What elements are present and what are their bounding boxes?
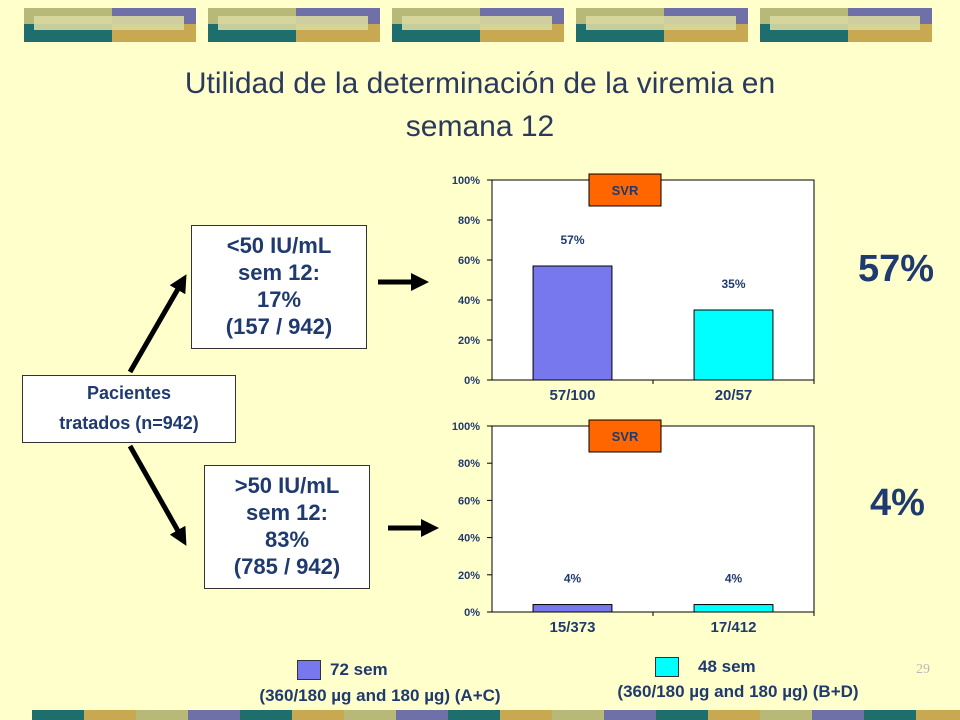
legend-48-line1: 48 sem [698, 657, 756, 676]
decor-block [84, 710, 136, 720]
slide-title-line2: semana 12 [405, 110, 555, 143]
category-label: 15/373 [550, 619, 596, 636]
page-number: 29 [916, 662, 930, 677]
above50-box: >50 IU/mL sem 12: 83% (785 / 942) [204, 465, 370, 589]
category-label: 20/57 [715, 387, 753, 404]
decor-block [34, 16, 184, 30]
decor-block [32, 710, 84, 720]
result-bottom: 4% [870, 482, 925, 524]
y-tick-label: 40% [458, 533, 480, 545]
decor-block [218, 16, 368, 30]
y-tick-label: 60% [458, 255, 480, 267]
above50-line1: >50 IU/mL [234, 473, 340, 498]
legend-48-line2: (360/180 µg and 180 µg) (B+D) [617, 682, 859, 701]
decor-block [864, 710, 916, 720]
decor-block [396, 710, 448, 720]
legend-72-line1: 72 sem [330, 660, 388, 679]
y-tick-label: 0% [464, 375, 480, 387]
decor-block [500, 710, 552, 720]
y-tick-label: 20% [458, 335, 480, 347]
top-decor-band [24, 8, 932, 42]
plot-area [491, 425, 815, 613]
result-top: 57% [858, 248, 935, 290]
category-label: 57/100 [550, 387, 596, 404]
svr-chart-above50: 0% 20% 40% 60% 80% 100% 4% 15/373 4% 17/412 SVR [452, 419, 815, 636]
decor-block [760, 710, 812, 720]
below50-line4: (157 / 942) [225, 314, 333, 339]
svr-title-box [588, 419, 662, 453]
bar [693, 604, 774, 613]
above50-line4: (785 / 942) [233, 554, 341, 579]
data-label: 4% [564, 572, 582, 586]
decor-block [770, 16, 920, 30]
decor-block [604, 710, 656, 720]
legend-swatch-48 [655, 657, 679, 677]
slide-title: Utilidad de la determinación de la virem… [60, 62, 900, 148]
bar [532, 265, 613, 381]
decor-block [448, 710, 500, 720]
patients-box: Pacientes tratados (n=942) [22, 375, 236, 443]
legend-72-line2: (360/180 µg and 180 µg) (A+C) [259, 686, 501, 705]
category-label: 17/412 [711, 619, 757, 636]
legend-swatch-72 [297, 660, 321, 680]
decor-block [344, 710, 396, 720]
above50-line2: sem 12: [246, 500, 328, 525]
y-tick-label: 60% [458, 495, 480, 507]
above50-line3: 83% [264, 527, 310, 552]
slide-title-line1: Utilidad de la determinación de la virem… [184, 67, 776, 100]
arrow-down [127, 444, 187, 546]
data-label: 4% [725, 572, 743, 586]
y-tick-label: 100% [452, 421, 480, 433]
decor-block [136, 710, 188, 720]
y-tick-label: 0% [464, 607, 480, 619]
data-label: 57% [560, 233, 584, 247]
bottom-decor-band [32, 710, 960, 720]
decor-block [188, 710, 240, 720]
below50-line2: sem 12: [238, 260, 320, 285]
decor-block [402, 16, 552, 30]
decor-block [240, 710, 292, 720]
svr-title: SVR [612, 429, 639, 444]
svr-title-box [588, 173, 662, 207]
y-tick-label: 80% [458, 215, 480, 227]
below50-box: <50 IU/mL sem 12: 17% (157 / 942) [191, 225, 367, 349]
patients-line2: tratados (n=942) [59, 413, 199, 433]
patients-line1: Pacientes [86, 383, 172, 403]
y-tick-label: 80% [458, 458, 480, 470]
decor-block [812, 710, 864, 720]
bar [532, 604, 613, 613]
arrow-up [127, 274, 187, 374]
y-tick-label: 100% [452, 175, 480, 187]
y-tick-label: 40% [458, 295, 480, 307]
decor-block [708, 710, 760, 720]
svr-title: SVR [612, 183, 639, 198]
decor-block [292, 710, 344, 720]
decor-block [552, 710, 604, 720]
data-label: 35% [721, 277, 745, 291]
decor-block [916, 710, 960, 720]
below50-line3: 17% [256, 287, 302, 312]
decor-block [656, 710, 708, 720]
decor-block [586, 16, 736, 30]
y-tick-label: 20% [458, 570, 480, 582]
below50-line1: <50 IU/mL [226, 233, 332, 258]
svr-chart-below50: 0% 20% 40% 60% 80% 100% 57% 57/100 35% 20/57 SVR [452, 173, 815, 404]
bar [693, 309, 774, 381]
